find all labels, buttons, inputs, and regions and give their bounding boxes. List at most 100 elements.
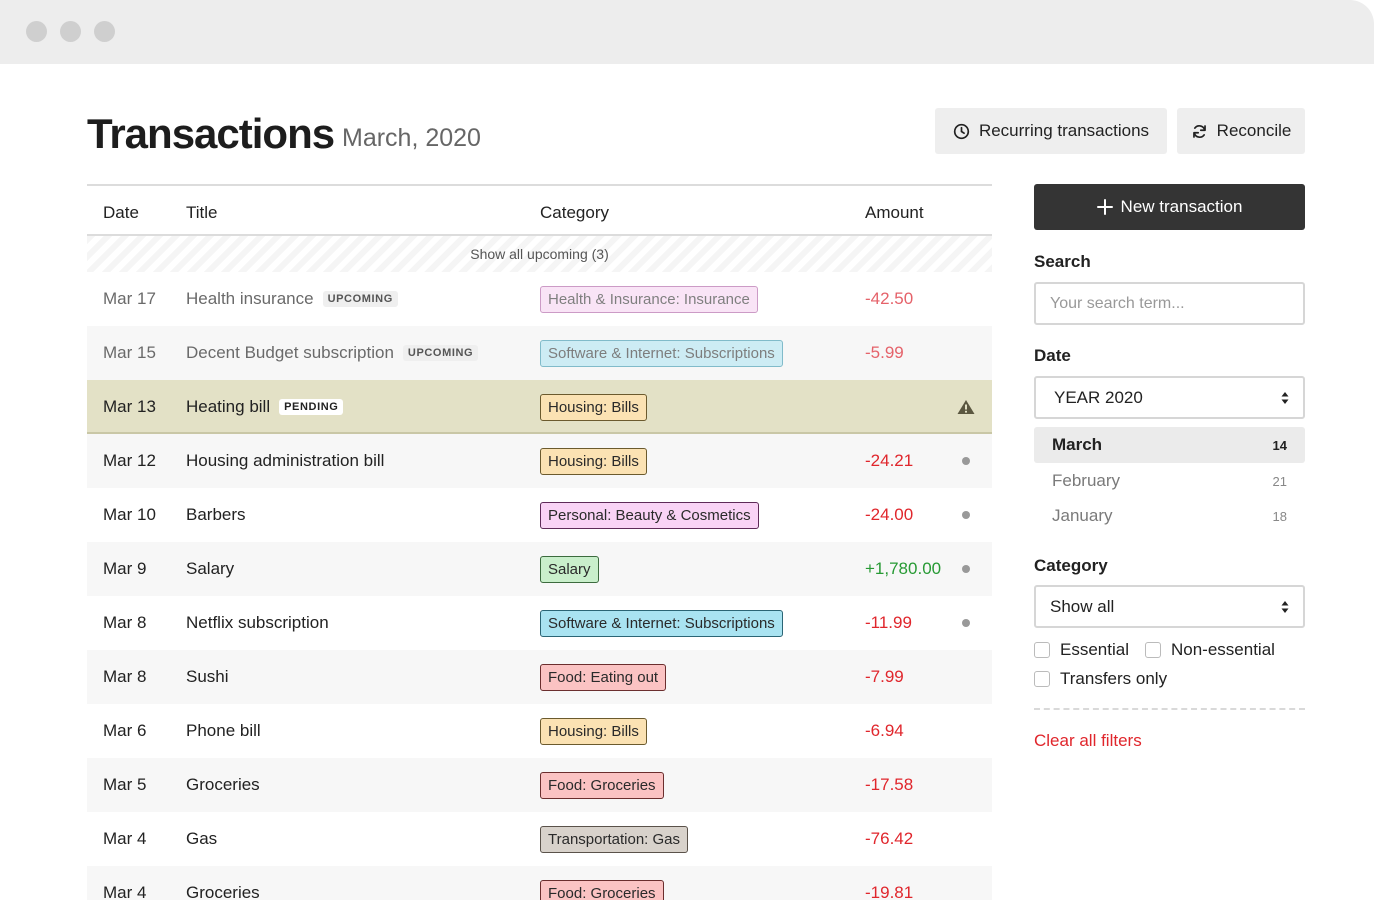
- table-row[interactable]: Mar 12 Housing administration bill Housing…: [87, 434, 992, 488]
- month-item-february[interactable]: February 21: [1034, 463, 1305, 499]
- column-header-title[interactable]: Title: [186, 203, 218, 222]
- category-tag[interactable]: Personal: Beauty & Cosmetics: [540, 501, 759, 529]
- clock-icon: [953, 123, 970, 139]
- divider: [1034, 708, 1305, 710]
- row-title: Groceries: [186, 775, 260, 794]
- status-badge: PENDING: [279, 399, 344, 415]
- category-tag[interactable]: Housing: Bills: [540, 447, 647, 475]
- table-row[interactable]: Mar 13 Heating bill PENDING Housing: Bills: [87, 380, 992, 434]
- row-amount-cell: -42.50: [865, 272, 913, 326]
- row-amount: -42.50: [865, 289, 914, 308]
- cleared-dot-icon: [962, 457, 970, 465]
- row-title-cell: Gas: [186, 812, 217, 866]
- month-count: 18: [1272, 508, 1287, 524]
- window-minimize-dot[interactable]: [60, 21, 81, 42]
- table-row[interactable]: Mar 15 Decent Budget subscription UPCOMING…: [87, 326, 992, 380]
- window-titlebar: [0, 0, 1374, 64]
- table-row[interactable]: Mar 6 Phone bill Housing: Bills -6.94: [87, 704, 992, 758]
- row-date-cell: Mar 8: [103, 650, 146, 704]
- table-row[interactable]: Mar 10 Barbers Personal: Beauty & Cosmetic…: [87, 488, 992, 542]
- table-row[interactable]: Mar 4 Groceries Food: Groceries -19.81: [87, 866, 992, 900]
- month-item-march[interactable]: March 14: [1034, 427, 1305, 463]
- transfers-only-checkbox[interactable]: Transfers only: [1034, 669, 1167, 689]
- category-tag[interactable]: Salary: [540, 555, 599, 583]
- row-date: Mar 10: [103, 505, 156, 524]
- row-title-cell: Sushi: [186, 650, 229, 704]
- row-title: Sushi: [186, 667, 229, 686]
- category-tag[interactable]: Software & Internet: Subscriptions: [540, 609, 783, 637]
- search-input[interactable]: [1034, 282, 1305, 325]
- category-tag[interactable]: Food: Groceries: [540, 879, 664, 900]
- table-row[interactable]: Mar 4 Gas Transportation: Gas -76.42: [87, 812, 992, 866]
- column-header-date[interactable]: Date: [103, 203, 139, 222]
- row-title-cell: Netflix subscription: [186, 596, 329, 650]
- checkbox-box[interactable]: [1145, 642, 1161, 658]
- month-name: January: [1052, 506, 1113, 525]
- table-row[interactable]: Mar 8 Sushi Food: Eating out -7.99: [87, 650, 992, 704]
- table-row[interactable]: Mar 8 Netflix subscription Software & Inte…: [87, 596, 992, 650]
- non-essential-checkbox[interactable]: Non-essential: [1145, 640, 1275, 660]
- recurring-transactions-button[interactable]: Recurring transactions: [935, 108, 1167, 154]
- table-body: Mar 17 Health insurance UPCOMING Health & I…: [87, 272, 992, 900]
- year-select-value: YEAR 2020: [1054, 387, 1143, 407]
- row-status-cell: [953, 488, 979, 542]
- row-amount-cell: -76.42: [865, 812, 913, 866]
- row-date-cell: Mar 6: [103, 704, 146, 758]
- row-category-cell: Personal: Beauty & Cosmetics: [540, 488, 759, 542]
- recurring-transactions-label: Recurring transactions: [978, 121, 1150, 140]
- row-date-cell: Mar 8: [103, 596, 146, 650]
- row-title-cell: Housing administration bill: [186, 434, 384, 488]
- table-row[interactable]: Mar 17 Health insurance UPCOMING Health & I…: [87, 272, 992, 326]
- row-date-cell: Mar 10: [103, 488, 156, 542]
- row-title-cell: Health insurance UPCOMING: [186, 272, 398, 326]
- row-status-cell: [953, 380, 979, 434]
- month-item-january[interactable]: January 18: [1034, 498, 1305, 534]
- category-tag[interactable]: Housing: Bills: [540, 717, 647, 745]
- essential-checkbox[interactable]: Essential: [1034, 640, 1129, 660]
- status-badge: UPCOMING: [402, 345, 479, 361]
- refresh-icon: [1192, 124, 1206, 138]
- essential-label: Essential: [1060, 640, 1129, 659]
- row-date-cell: Mar 9: [103, 542, 146, 596]
- row-category-cell: Housing: Bills: [540, 434, 647, 488]
- year-select[interactable]: YEAR 2020: [1034, 376, 1305, 419]
- table-row[interactable]: Mar 5 Groceries Food: Groceries -17.58: [87, 758, 992, 812]
- category-tag[interactable]: Housing: Bills: [540, 393, 647, 421]
- row-category-cell: Health & Insurance: Insurance: [540, 272, 758, 326]
- row-category-cell: Food: Eating out: [540, 650, 667, 704]
- category-tag[interactable]: Food: Groceries: [540, 771, 664, 799]
- row-date: Mar 5: [103, 775, 147, 794]
- category-tag[interactable]: Health & Insurance: Insurance: [540, 285, 758, 313]
- window-maximize-dot[interactable]: [94, 21, 115, 42]
- row-status-cell: [953, 434, 979, 488]
- row-date-cell: Mar 17: [103, 272, 156, 326]
- reconcile-button[interactable]: Reconcile: [1177, 108, 1305, 154]
- table-row[interactable]: Mar 9 Salary Salary +1,780.00: [87, 542, 992, 596]
- column-header-category[interactable]: Category: [540, 203, 609, 222]
- new-transaction-button[interactable]: New transaction: [1034, 184, 1305, 230]
- category-tag[interactable]: Food: Eating out: [540, 663, 667, 691]
- row-amount-cell: -7.99: [865, 650, 904, 704]
- cleared-dot-icon: [962, 565, 970, 573]
- clear-all-filters-link[interactable]: Clear all filters: [1034, 731, 1142, 750]
- category-select[interactable]: Show all: [1034, 585, 1305, 628]
- month-name: February: [1052, 471, 1121, 490]
- transactions-table: Date Title Category Amount Show all upco…: [87, 184, 992, 900]
- row-title: Heating bill: [186, 397, 271, 416]
- checkbox-box[interactable]: [1034, 671, 1050, 687]
- row-category-cell: Food: Groceries: [540, 758, 664, 812]
- row-amount: -5.99: [865, 343, 904, 362]
- checkbox-box[interactable]: [1034, 642, 1050, 658]
- row-title: Decent Budget subscription: [186, 343, 394, 362]
- row-amount: -76.42: [865, 829, 914, 848]
- category-tag[interactable]: Transportation: Gas: [540, 825, 689, 853]
- category-tag[interactable]: Software & Internet: Subscriptions: [540, 339, 783, 367]
- row-date: Mar 9: [103, 559, 147, 578]
- window-close-dot[interactable]: [26, 21, 47, 42]
- show-all-upcoming-link[interactable]: Show all upcoming (3): [87, 236, 992, 272]
- row-title-cell: Decent Budget subscription UPCOMING: [186, 326, 479, 380]
- row-date: Mar 12: [103, 451, 156, 470]
- row-category-cell: Salary: [540, 542, 599, 596]
- column-header-amount[interactable]: Amount: [865, 203, 924, 222]
- row-category-cell: Software & Internet: Subscriptions: [540, 326, 783, 380]
